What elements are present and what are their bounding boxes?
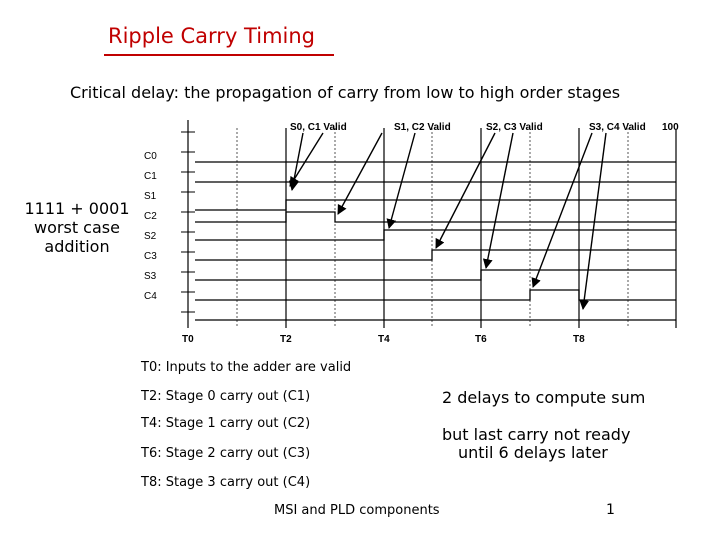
right-note-2: but last carry not ready bbox=[442, 425, 631, 444]
page-number: 1 bbox=[606, 502, 615, 518]
arrow bbox=[531, 132, 593, 288]
note-t0: T0: Inputs to the adder are valid bbox=[141, 360, 352, 375]
side-note-line-1: 1111 + 0001 bbox=[24, 199, 130, 218]
side-note-line-3: addition bbox=[44, 237, 110, 256]
arrow bbox=[435, 132, 496, 249]
time-label-t0: T0 bbox=[182, 334, 194, 345]
signal-label-s3: S3 bbox=[144, 271, 157, 282]
signal-label-c0: C0 bbox=[144, 151, 157, 162]
note-t8: T8: Stage 3 carry out (C4) bbox=[141, 475, 311, 490]
time-label-t8: T8 bbox=[573, 334, 585, 345]
signal-label-c2: C2 bbox=[144, 211, 157, 222]
note-t4: T4: Stage 1 carry out (C2) bbox=[141, 416, 311, 431]
signal-label-s2: S2 bbox=[144, 231, 157, 242]
waveforms bbox=[195, 161, 676, 321]
side-note-line-2: worst case bbox=[34, 218, 120, 237]
signal-label-s1: S1 bbox=[144, 191, 157, 202]
footer: MSI and PLD components bbox=[274, 503, 440, 518]
waveform-c3 bbox=[195, 249, 676, 261]
page-title: Ripple Carry Timing bbox=[108, 24, 315, 48]
right-note-3: until 6 delays later bbox=[458, 443, 608, 462]
arrow bbox=[482, 132, 514, 269]
time-label-t6: T6 bbox=[475, 334, 487, 345]
waveform-c2 bbox=[195, 211, 676, 223]
label-s3-c4-valid: S3, C4 Valid bbox=[589, 122, 646, 133]
arrow bbox=[337, 132, 383, 215]
signal-label-c1: C1 bbox=[144, 171, 157, 182]
signal-label-c3: C3 bbox=[144, 251, 157, 262]
right-note-1: 2 delays to compute sum bbox=[442, 388, 646, 407]
arrow bbox=[386, 132, 416, 229]
label-s2-c3-valid: S2, C3 Valid bbox=[486, 122, 543, 133]
note-t6: T6: Stage 2 carry out (C3) bbox=[141, 446, 311, 461]
label-s0-c1-valid: S0, C1 Valid bbox=[290, 122, 347, 133]
note-t2: T2: Stage 0 carry out (C1) bbox=[141, 389, 311, 404]
side-note: 1111 + 0001 worst case addition bbox=[20, 199, 134, 256]
waveform-s2 bbox=[195, 229, 676, 241]
label-s1-c2-valid: S1, C2 Valid bbox=[394, 122, 451, 133]
time-label-t2: T2 bbox=[280, 334, 292, 345]
axis-ticks bbox=[181, 131, 195, 313]
signal-label-c4: C4 bbox=[144, 291, 157, 302]
title-underline bbox=[104, 54, 334, 56]
waveform-s3 bbox=[195, 269, 676, 281]
waveform-s1 bbox=[195, 199, 676, 211]
arrows bbox=[288, 132, 607, 310]
arrow bbox=[579, 132, 607, 310]
label-100: 100 bbox=[662, 122, 679, 133]
time-label-t4: T4 bbox=[378, 334, 390, 345]
subtitle: Critical delay: the propagation of carry… bbox=[70, 83, 621, 102]
grid-lines bbox=[236, 128, 629, 328]
arrow bbox=[289, 132, 324, 187]
waveform-c4 bbox=[195, 289, 676, 301]
